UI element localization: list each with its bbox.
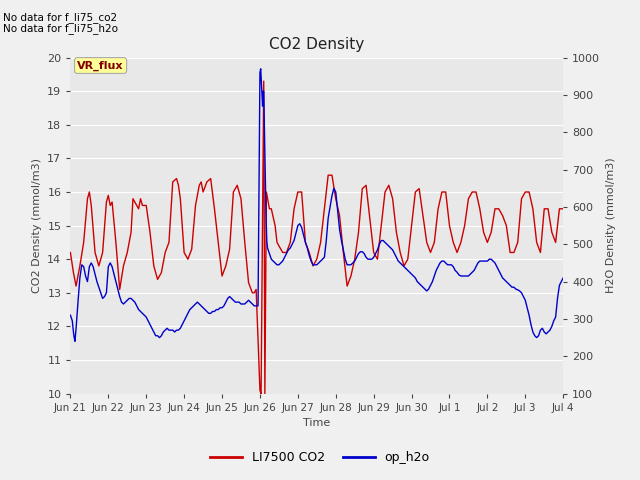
Text: No data for f_li75_h2o: No data for f_li75_h2o [3, 23, 118, 34]
Text: VR_flux: VR_flux [77, 60, 124, 71]
Y-axis label: H2O Density (mmol/m3): H2O Density (mmol/m3) [606, 158, 616, 293]
Y-axis label: CO2 Density (mmol/m3): CO2 Density (mmol/m3) [32, 158, 42, 293]
X-axis label: Time: Time [303, 418, 330, 428]
Text: No data for f_li75_co2: No data for f_li75_co2 [3, 12, 117, 23]
Legend: LI7500 CO2, op_h2o: LI7500 CO2, op_h2o [205, 446, 435, 469]
Title: CO2 Density: CO2 Density [269, 37, 364, 52]
